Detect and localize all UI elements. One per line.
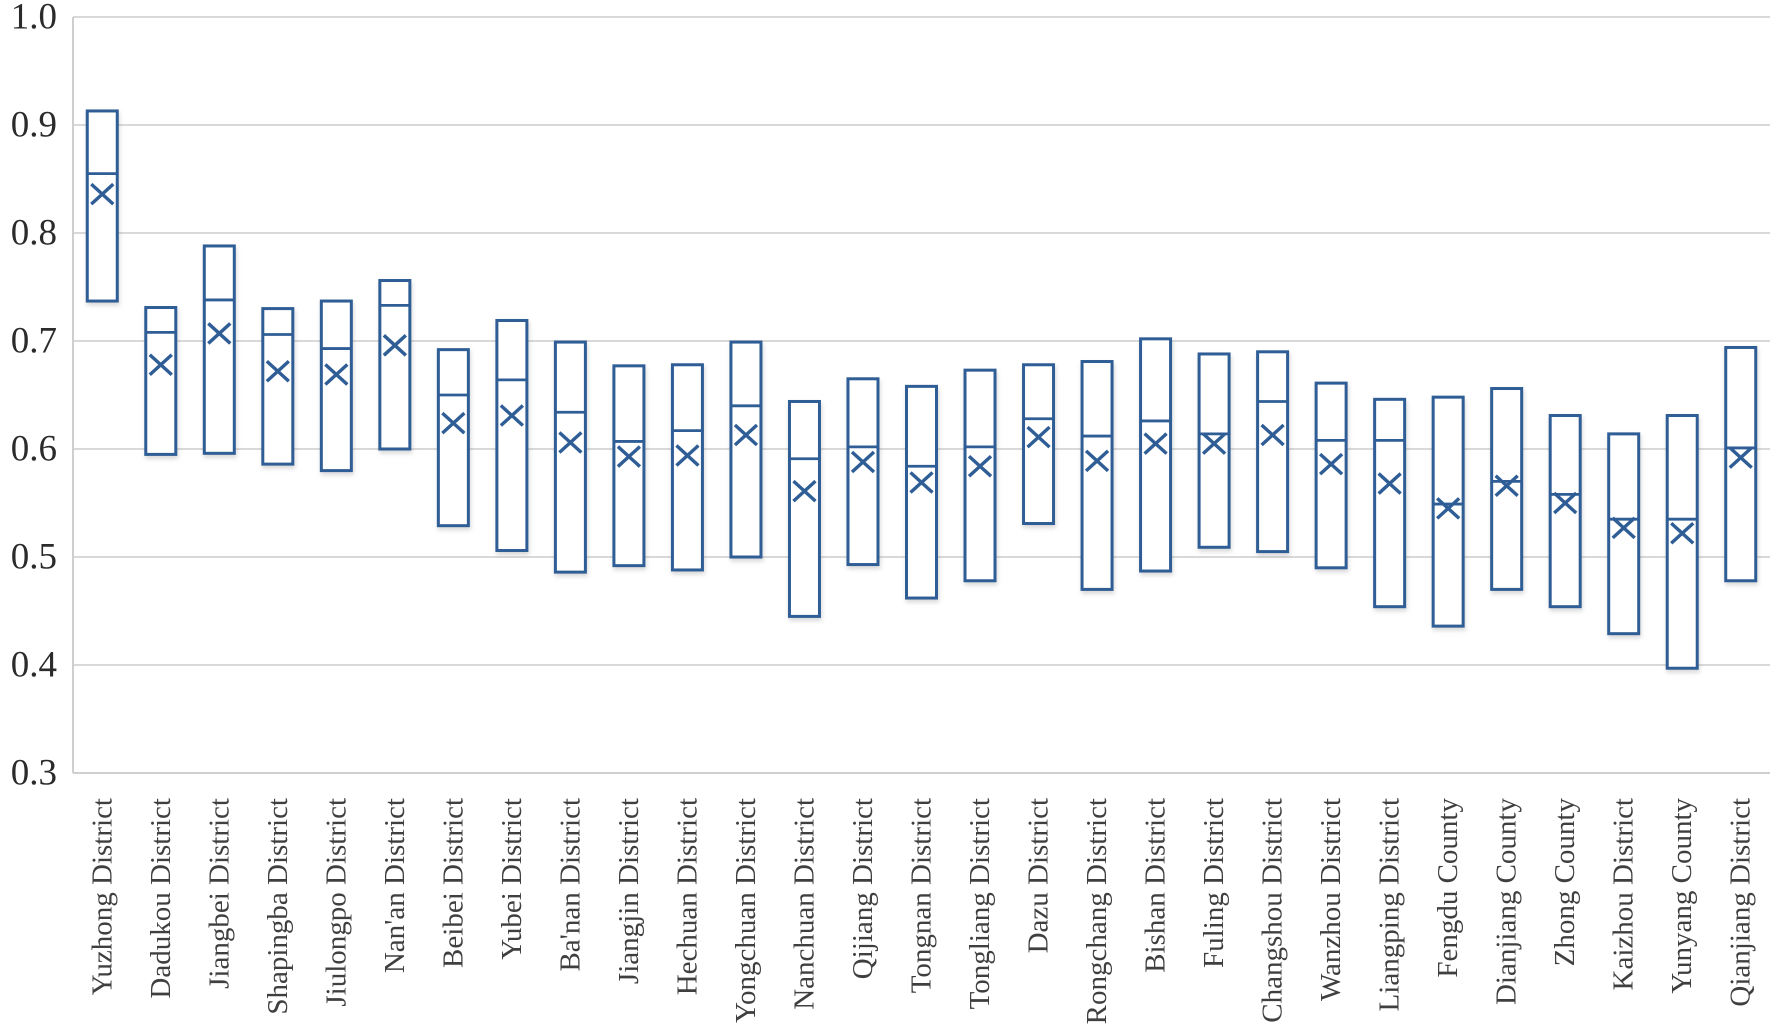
x-category-label: Changshou District [1257, 798, 1289, 1023]
mean-x-marker [558, 431, 583, 454]
y-tick-label: 0.3 [11, 753, 57, 794]
x-category-label: Liangping District [1374, 798, 1406, 1011]
x-category-label: Hechuan District [671, 798, 703, 995]
box-Bishan District [1139, 337, 1173, 573]
box-Dianjiang County [1490, 387, 1524, 591]
mean-x-marker [324, 363, 349, 386]
x-category-label: Dadukou District [145, 798, 177, 999]
mean-x-marker [1260, 423, 1285, 447]
x-category-label: Wanzhou District [1315, 798, 1347, 1001]
box-Liangping District [1373, 397, 1407, 609]
box-Ba'nan District [553, 340, 587, 574]
mean-x-marker [1084, 449, 1110, 473]
mean-x-marker [382, 334, 407, 357]
x-category-label: Jiulongpo District [320, 798, 352, 1007]
x-category-label: Qijiang District [847, 798, 879, 979]
x-category-label: Nanchuan District [788, 798, 820, 1010]
mean-x-marker [1728, 446, 1753, 469]
box-Yongchuan District [729, 340, 763, 559]
mean-x-marker [1201, 432, 1227, 455]
x-category-label: Kaizhou District [1608, 798, 1640, 990]
x-category-label: Bishan District [1140, 798, 1172, 973]
mean-x-marker [733, 423, 759, 447]
box-Nanchuan District [787, 399, 821, 618]
box-Nan'an District [378, 279, 412, 451]
box-Dazu District [1022, 363, 1056, 526]
box-Fuling District [1197, 352, 1231, 549]
x-category-label: Qianjiang District [1725, 798, 1757, 1007]
mean-x-marker [1436, 497, 1461, 520]
mean-x-marker [850, 450, 876, 474]
mean-x-marker [207, 322, 232, 345]
box-Dadukou District [144, 306, 178, 456]
mean-x-marker [1026, 425, 1051, 449]
x-category-label: Tongnan District [906, 798, 938, 993]
y-tick-label: 0.8 [11, 213, 57, 254]
x-category-label: Fuling District [1198, 798, 1230, 968]
box-Jiangbei District [202, 244, 236, 455]
box-Jiulongpo District [319, 299, 353, 473]
box-Changshou District [1256, 350, 1290, 554]
box-Wanzhou District [1314, 381, 1348, 570]
box-Fengdu County [1431, 395, 1465, 628]
box-Hechuan District [670, 363, 704, 572]
x-category-label: Jiangbei District [203, 798, 235, 989]
mean-x-marker [967, 455, 993, 478]
box-Beibei District [436, 348, 470, 528]
box-Shapingba District [261, 307, 295, 466]
mean-x-marker [1494, 474, 1519, 497]
x-category-label: Yunyang County [1666, 798, 1698, 994]
x-category-label: Rongchang District [1081, 798, 1113, 1024]
x-category-label: Yubei District [496, 798, 528, 960]
y-tick-label: 0.6 [11, 429, 57, 470]
mean-x-marker [499, 404, 525, 427]
mean-x-marker [616, 445, 642, 468]
box-Qianjiang District [1724, 345, 1758, 583]
box-Yubei District [495, 318, 529, 553]
x-category-label: Yuzhong District [86, 798, 118, 995]
box-Rongchang District [1080, 360, 1114, 591]
x-category-label: Tongliang District [964, 798, 996, 1009]
x-category-label: Zhong County [1549, 798, 1581, 967]
mean-x-marker [1670, 521, 1695, 545]
x-category-label: Beibei District [437, 798, 469, 968]
x-category-label: Nan'an District [379, 798, 411, 973]
mean-x-marker [441, 411, 466, 435]
mean-x-marker [792, 479, 817, 503]
mean-x-marker [90, 182, 115, 206]
box-Kaizhou District [1607, 432, 1641, 636]
mean-x-marker [1611, 516, 1636, 540]
x-category-label: Fengdu County [1432, 798, 1464, 978]
x-category-label: Jiangjin District [613, 798, 645, 984]
mean-x-marker [148, 353, 173, 377]
y-tick-label: 0.5 [11, 537, 57, 578]
mean-x-marker [1318, 452, 1344, 476]
mean-x-marker [675, 444, 700, 467]
y-tick-label: 0.4 [11, 645, 57, 686]
box-Yuzhong District [85, 109, 119, 303]
y-tick-label: 0.7 [11, 321, 57, 362]
y-tick-label: 0.9 [11, 105, 57, 146]
x-category-label: Dianjiang County [1491, 798, 1523, 1006]
x-category-label: Ba'nan District [554, 798, 586, 972]
y-tick-label: 1.0 [11, 0, 57, 38]
mean-x-marker [265, 359, 290, 383]
mean-x-marker [909, 471, 934, 494]
mean-x-marker [1553, 491, 1578, 515]
x-category-label: Yongchuan District [730, 798, 762, 1023]
x-category-label: Dazu District [1023, 798, 1055, 953]
mean-x-marker [1377, 472, 1402, 495]
mean-x-marker [1143, 432, 1168, 455]
x-category-label: Shapingba District [262, 798, 294, 1015]
